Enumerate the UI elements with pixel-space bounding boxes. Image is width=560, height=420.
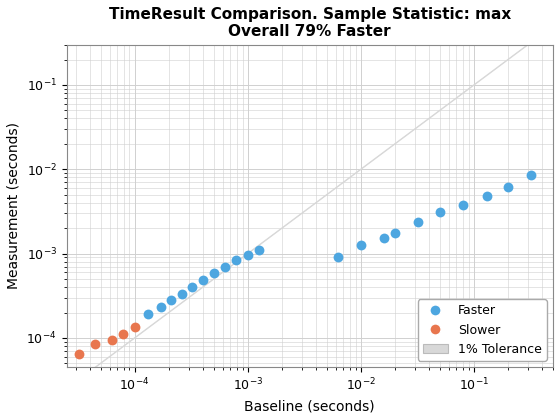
Point [167, 297, 176, 304]
Point [119, 331, 128, 338]
Legend: Faster, Slower, 1% Tolerance: Faster, Slower, 1% Tolerance [418, 299, 547, 361]
Point [91, 341, 100, 347]
Y-axis label: Measurement (seconds): Measurement (seconds) [7, 122, 21, 289]
Point [254, 247, 263, 253]
Point [380, 234, 389, 241]
Point [526, 172, 535, 178]
Point [143, 311, 152, 318]
Point [334, 254, 343, 261]
Point [74, 350, 83, 357]
Point [356, 242, 365, 249]
Point [503, 184, 512, 190]
Point [436, 209, 445, 215]
Point [459, 201, 468, 208]
Point [221, 263, 230, 270]
Point [156, 304, 165, 311]
Point [198, 276, 207, 283]
Point [188, 284, 197, 291]
Point [177, 291, 186, 297]
X-axis label: Baseline (seconds): Baseline (seconds) [245, 399, 375, 413]
Point [243, 252, 252, 259]
Title: TimeResult Comparison. Sample Statistic: max
Overall 79% Faster: TimeResult Comparison. Sample Statistic:… [109, 7, 511, 39]
Point [108, 336, 116, 343]
Point [482, 193, 491, 199]
Point [209, 270, 218, 276]
Point [232, 257, 241, 264]
Point [130, 323, 139, 330]
Point [390, 230, 399, 236]
Point [413, 218, 422, 225]
